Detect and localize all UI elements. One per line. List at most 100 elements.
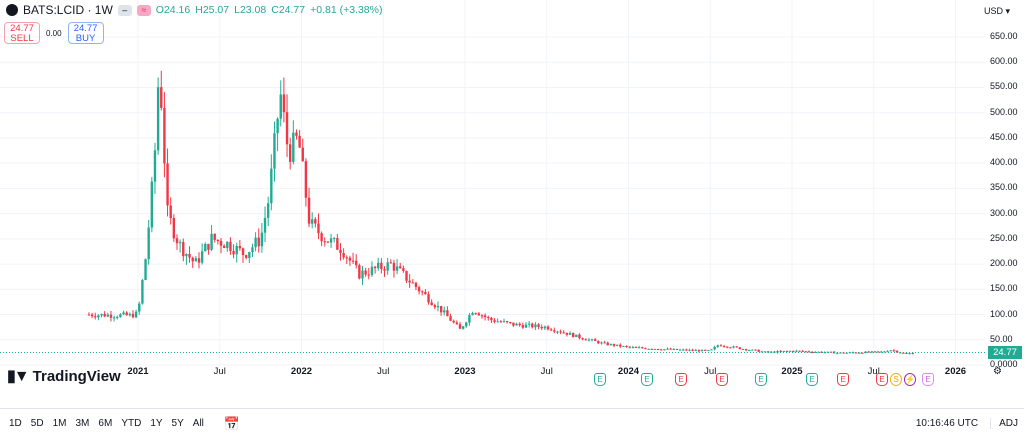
candle-body	[474, 313, 477, 315]
candle-body	[166, 163, 169, 206]
candle-body	[141, 279, 144, 304]
candle-body	[430, 302, 433, 306]
candle-body	[241, 248, 245, 256]
candle-body	[675, 348, 679, 350]
y-tick-label: 200.00	[990, 258, 1018, 269]
range-button-1y[interactable]: 1Y	[150, 418, 163, 429]
event-marker-icon[interactable]: E	[837, 373, 849, 386]
tv-logo-text: TradingView	[32, 367, 121, 385]
candle-body	[424, 292, 427, 295]
range-button-5d[interactable]: 5D	[30, 418, 44, 429]
candle-body	[427, 294, 430, 303]
candle-body	[355, 260, 358, 266]
event-marker-icon[interactable]: E	[876, 373, 888, 386]
range-button-1m[interactable]: 1M	[52, 418, 67, 429]
event-marker-icon[interactable]: E	[594, 373, 606, 386]
range-button-5y[interactable]: 5Y	[171, 418, 184, 429]
event-marker-icon[interactable]: ⚡	[904, 373, 916, 386]
candle-body	[295, 132, 298, 136]
event-marker-icon[interactable]: E	[641, 373, 653, 386]
event-marker-icon[interactable]: E	[922, 373, 934, 386]
candle-body	[578, 334, 581, 339]
range-button-6m[interactable]: 6M	[98, 418, 113, 429]
candle-body	[244, 255, 248, 258]
range-button-1d[interactable]: 1D	[9, 418, 22, 429]
candle-body	[524, 324, 528, 328]
event-marker-icon[interactable]: E	[716, 373, 728, 386]
candle-body	[496, 321, 499, 323]
candle-body	[518, 323, 521, 326]
candle-body	[895, 350, 899, 353]
event-marker-icon[interactable]: S	[890, 373, 902, 386]
candle-body	[282, 94, 286, 113]
candle-body	[782, 350, 786, 352]
symbol-name[interactable]: BATS:LCID · 1W	[23, 3, 113, 17]
candle-body	[587, 339, 591, 341]
candle-body	[119, 314, 122, 318]
candle-body	[499, 321, 503, 323]
candle-body	[694, 350, 697, 352]
date-range-calendar-icon[interactable]: 📅	[223, 415, 241, 431]
range-button-all[interactable]: All	[192, 418, 204, 429]
candle-body	[741, 349, 745, 351]
candle-body	[845, 352, 848, 354]
adj-button[interactable]: ADJ	[990, 418, 1018, 429]
candle-body	[317, 223, 320, 234]
settings-gear-icon[interactable]: ⚙	[993, 366, 1002, 377]
range-button-3m[interactable]: 3M	[75, 418, 90, 429]
candle-body	[534, 324, 537, 328]
candle-body	[826, 351, 830, 353]
sell-button[interactable]: 24.77 SELL	[4, 22, 40, 44]
candle-body	[90, 314, 94, 317]
clock-time[interactable]: 10:16:46 UTC	[915, 418, 979, 429]
sell-price: 24.77	[10, 23, 34, 34]
candle-body	[377, 262, 380, 269]
candle-body	[128, 313, 132, 316]
change-value: +0.81 (+3.38%)	[310, 4, 383, 16]
candle-body	[902, 352, 905, 354]
candle-body	[678, 349, 682, 351]
candle-body	[817, 351, 820, 353]
candle-body	[905, 352, 908, 354]
candle-body	[584, 339, 587, 341]
x-tick-label: 2026	[944, 366, 967, 377]
compare-pill-icon[interactable]: ≈	[136, 4, 151, 16]
price-chart[interactable]	[0, 0, 1024, 410]
candle-body	[597, 340, 600, 344]
candle-body	[553, 330, 556, 332]
candle-body	[883, 351, 886, 353]
candle-body	[458, 324, 462, 329]
candle-body	[131, 313, 135, 318]
currency-selector[interactable]: USD ▾	[983, 6, 1010, 16]
candle-body	[744, 349, 748, 351]
candle-body	[556, 331, 559, 333]
range-button-ytd[interactable]: YTD	[121, 418, 142, 429]
candle-body	[226, 241, 229, 249]
minus-pill-icon[interactable]: –	[117, 4, 132, 16]
candle-body	[175, 238, 179, 244]
event-marker-icon[interactable]: E	[755, 373, 767, 386]
candle-body	[402, 268, 405, 271]
event-marker-icon[interactable]: E	[806, 373, 818, 386]
candle-body	[751, 349, 754, 351]
trade-panel: 24.77 SELL 0.00 24.77 BUY	[4, 22, 104, 44]
candle-body	[609, 344, 613, 346]
candle-body	[688, 349, 691, 351]
buy-label: BUY	[75, 33, 96, 44]
y-tick-label: 0.0000	[990, 359, 1018, 369]
y-tick-label: 600.00	[990, 56, 1018, 67]
candle-body	[713, 346, 716, 350]
buy-button[interactable]: 24.77 BUY	[67, 22, 104, 44]
candle-body	[263, 217, 267, 233]
open-value: O24.16	[155, 4, 191, 16]
tradingview-logo[interactable]: ▮▼ TradingView	[7, 366, 121, 386]
candle-body	[568, 332, 572, 335]
candle-body	[232, 251, 235, 255]
candle-body	[194, 258, 198, 262]
event-marker-icon[interactable]: E	[675, 373, 687, 386]
candle-body	[188, 253, 191, 258]
y-tick-label: 50.00	[990, 333, 1013, 344]
candle-body	[836, 352, 839, 354]
candle-body	[647, 348, 650, 350]
candle-body	[788, 350, 792, 352]
